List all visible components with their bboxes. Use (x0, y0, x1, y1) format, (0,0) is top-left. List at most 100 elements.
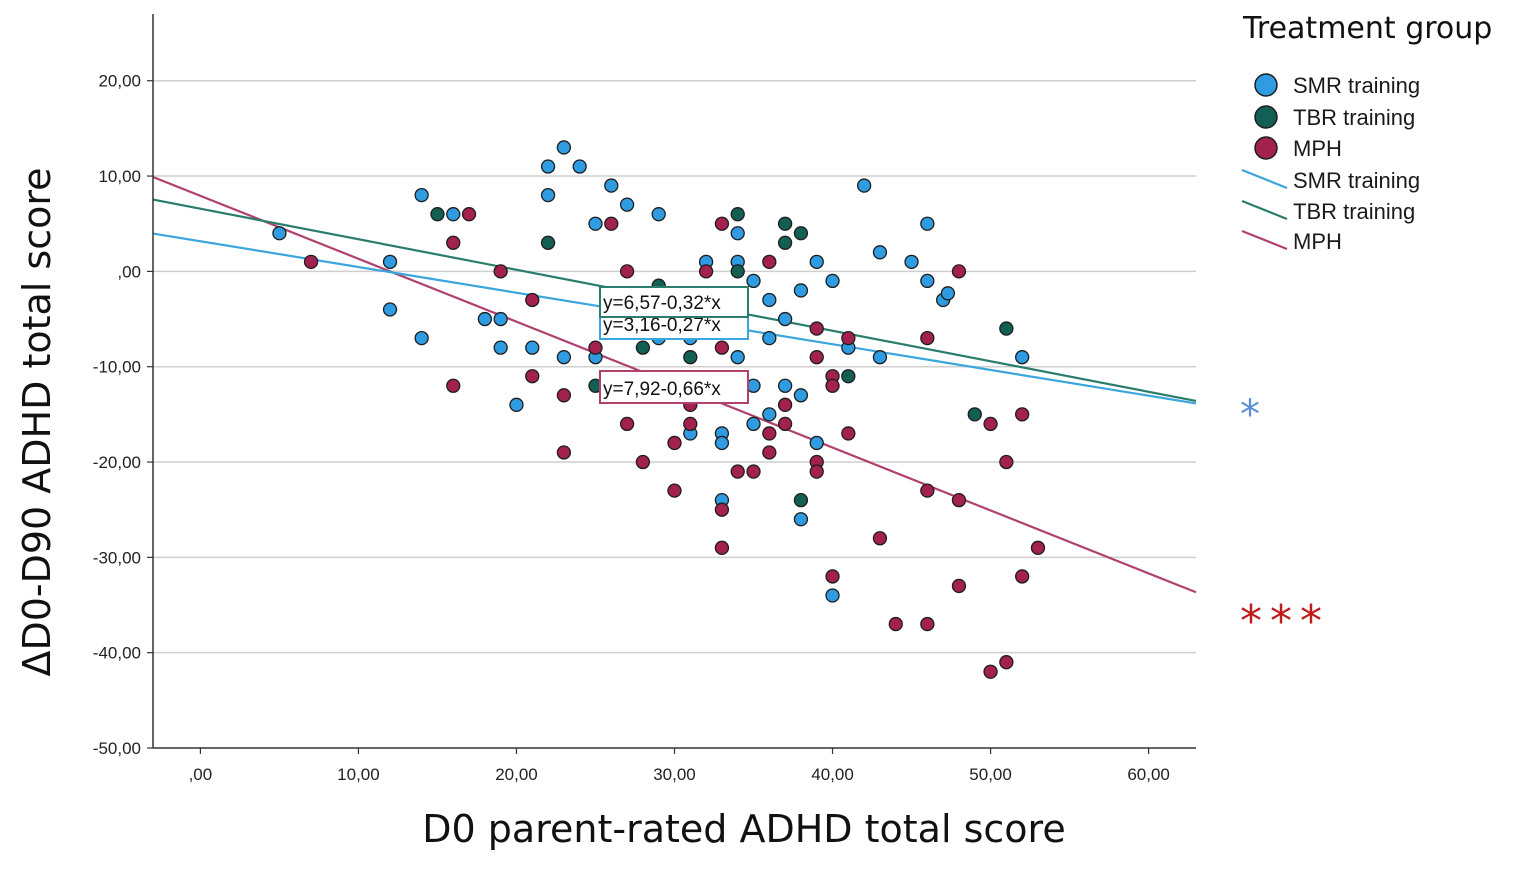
y-tick-label: 10,00 (98, 167, 141, 186)
legend-line-mph (1241, 229, 1288, 251)
point-mph (556, 445, 572, 460)
point-smr-training (588, 216, 603, 231)
point-mph (303, 254, 319, 269)
point-mph (493, 264, 508, 279)
point-mph (746, 464, 761, 479)
point-mph (951, 493, 967, 508)
y-axis-title: ΔD0-D90 ADHD total score (15, 167, 59, 676)
legend-fit-label: TBR training (1293, 199, 1415, 224)
y-tick-label: -10,00 (93, 358, 141, 377)
point-smr-training (920, 273, 935, 289)
point-mph (777, 416, 793, 432)
point-mph (714, 340, 730, 355)
legend-label: TBR training (1293, 105, 1415, 130)
point-mph (714, 540, 730, 555)
point-mph (762, 254, 777, 269)
point-mph (714, 216, 730, 231)
point-mph (525, 292, 540, 308)
x-tick-label: 30,00 (653, 765, 696, 784)
y-tick-label: -40,00 (93, 644, 141, 663)
point-smr-training (714, 435, 730, 451)
legend-label: SMR training (1293, 73, 1420, 98)
point-tbr-training (793, 226, 809, 241)
point-mph (1015, 569, 1030, 584)
point-smr-training (730, 226, 745, 241)
point-smr-training (477, 311, 493, 327)
y-tick-label: -50,00 (93, 739, 141, 758)
point-smr-training (493, 311, 508, 327)
point-mph (635, 454, 651, 470)
point-mph (920, 330, 935, 346)
point-smr-training (920, 216, 935, 231)
point-mph (556, 388, 572, 403)
x-tick-label: ,00 (189, 765, 213, 784)
point-smr-training (272, 226, 287, 241)
point-mph (951, 264, 967, 279)
point-mph (920, 483, 935, 498)
point-smr-training (414, 187, 429, 203)
point-mph (809, 321, 824, 336)
point-smr-training (382, 254, 398, 269)
significance-markers: **** (1240, 392, 1330, 647)
fit-equation-tbr-training: y=6,57-0,32*x (599, 286, 749, 318)
point-smr-training (825, 273, 840, 289)
point-smr-training (493, 340, 508, 355)
point-smr-training (414, 330, 429, 346)
point-mph (698, 264, 714, 279)
point-mph (1015, 407, 1030, 422)
x-tick-label: 60,00 (1127, 765, 1170, 784)
point-mph (619, 264, 635, 279)
point-smr-training (746, 416, 761, 432)
point-mph (446, 235, 461, 250)
point-smr-training (556, 140, 572, 155)
point-mph (777, 397, 793, 412)
legend-line-smr-training (1241, 168, 1288, 190)
significance-mph: *** (1240, 596, 1330, 647)
point-tbr-training (730, 264, 745, 279)
point-mph (983, 416, 998, 432)
point-mph (983, 664, 998, 679)
point-mph (872, 531, 888, 546)
point-smr-training (762, 292, 777, 308)
point-smr-training (793, 283, 809, 298)
x-tick-label: 50,00 (969, 765, 1012, 784)
point-mph (762, 426, 777, 441)
point-mph (999, 655, 1014, 670)
legend-marker-mph (1254, 136, 1278, 160)
point-smr-training (540, 187, 556, 203)
point-tbr-training (777, 235, 793, 250)
point-smr-training (777, 311, 793, 327)
point-mph (841, 426, 856, 441)
point-smr-training (730, 350, 745, 365)
point-smr-training (619, 197, 635, 212)
point-smr-training (872, 350, 888, 365)
equation-text: y=7,92-0,66*x (603, 379, 721, 400)
point-mph (604, 216, 619, 231)
point-smr-training (651, 207, 666, 222)
tick-labels: 20,00 10,00 ,00 -10,00 -20,00 -30,00 -40,00 -50… (93, 72, 1170, 784)
legend-title: Treatment group (1242, 11, 1492, 46)
legend: SMR training TBR training MPH SMR training T… (1241, 73, 1420, 254)
point-mph (683, 416, 698, 432)
point-smr-training (604, 178, 619, 193)
point-mph (667, 435, 682, 451)
point-mph (446, 378, 461, 393)
data-points (272, 140, 1046, 679)
equation-text: y=3,16-0,27*x (603, 315, 721, 336)
point-smr-training (856, 178, 872, 193)
point-mph (588, 340, 603, 355)
x-tick-label: 10,00 (337, 765, 380, 784)
x-tick-label: 40,00 (811, 765, 854, 784)
x-axis-title: D0 parent-rated ADHD total score (422, 807, 1065, 851)
point-tbr-training (793, 493, 809, 508)
point-smr-training (809, 435, 824, 451)
point-smr-training (793, 388, 809, 403)
point-mph (841, 330, 856, 346)
point-mph (888, 616, 903, 632)
fit-equation-mph: y=7,92-0,66*x (599, 370, 749, 404)
point-mph (619, 416, 635, 432)
point-mph (525, 369, 540, 384)
point-tbr-training (841, 369, 856, 384)
point-mph (1030, 540, 1046, 555)
